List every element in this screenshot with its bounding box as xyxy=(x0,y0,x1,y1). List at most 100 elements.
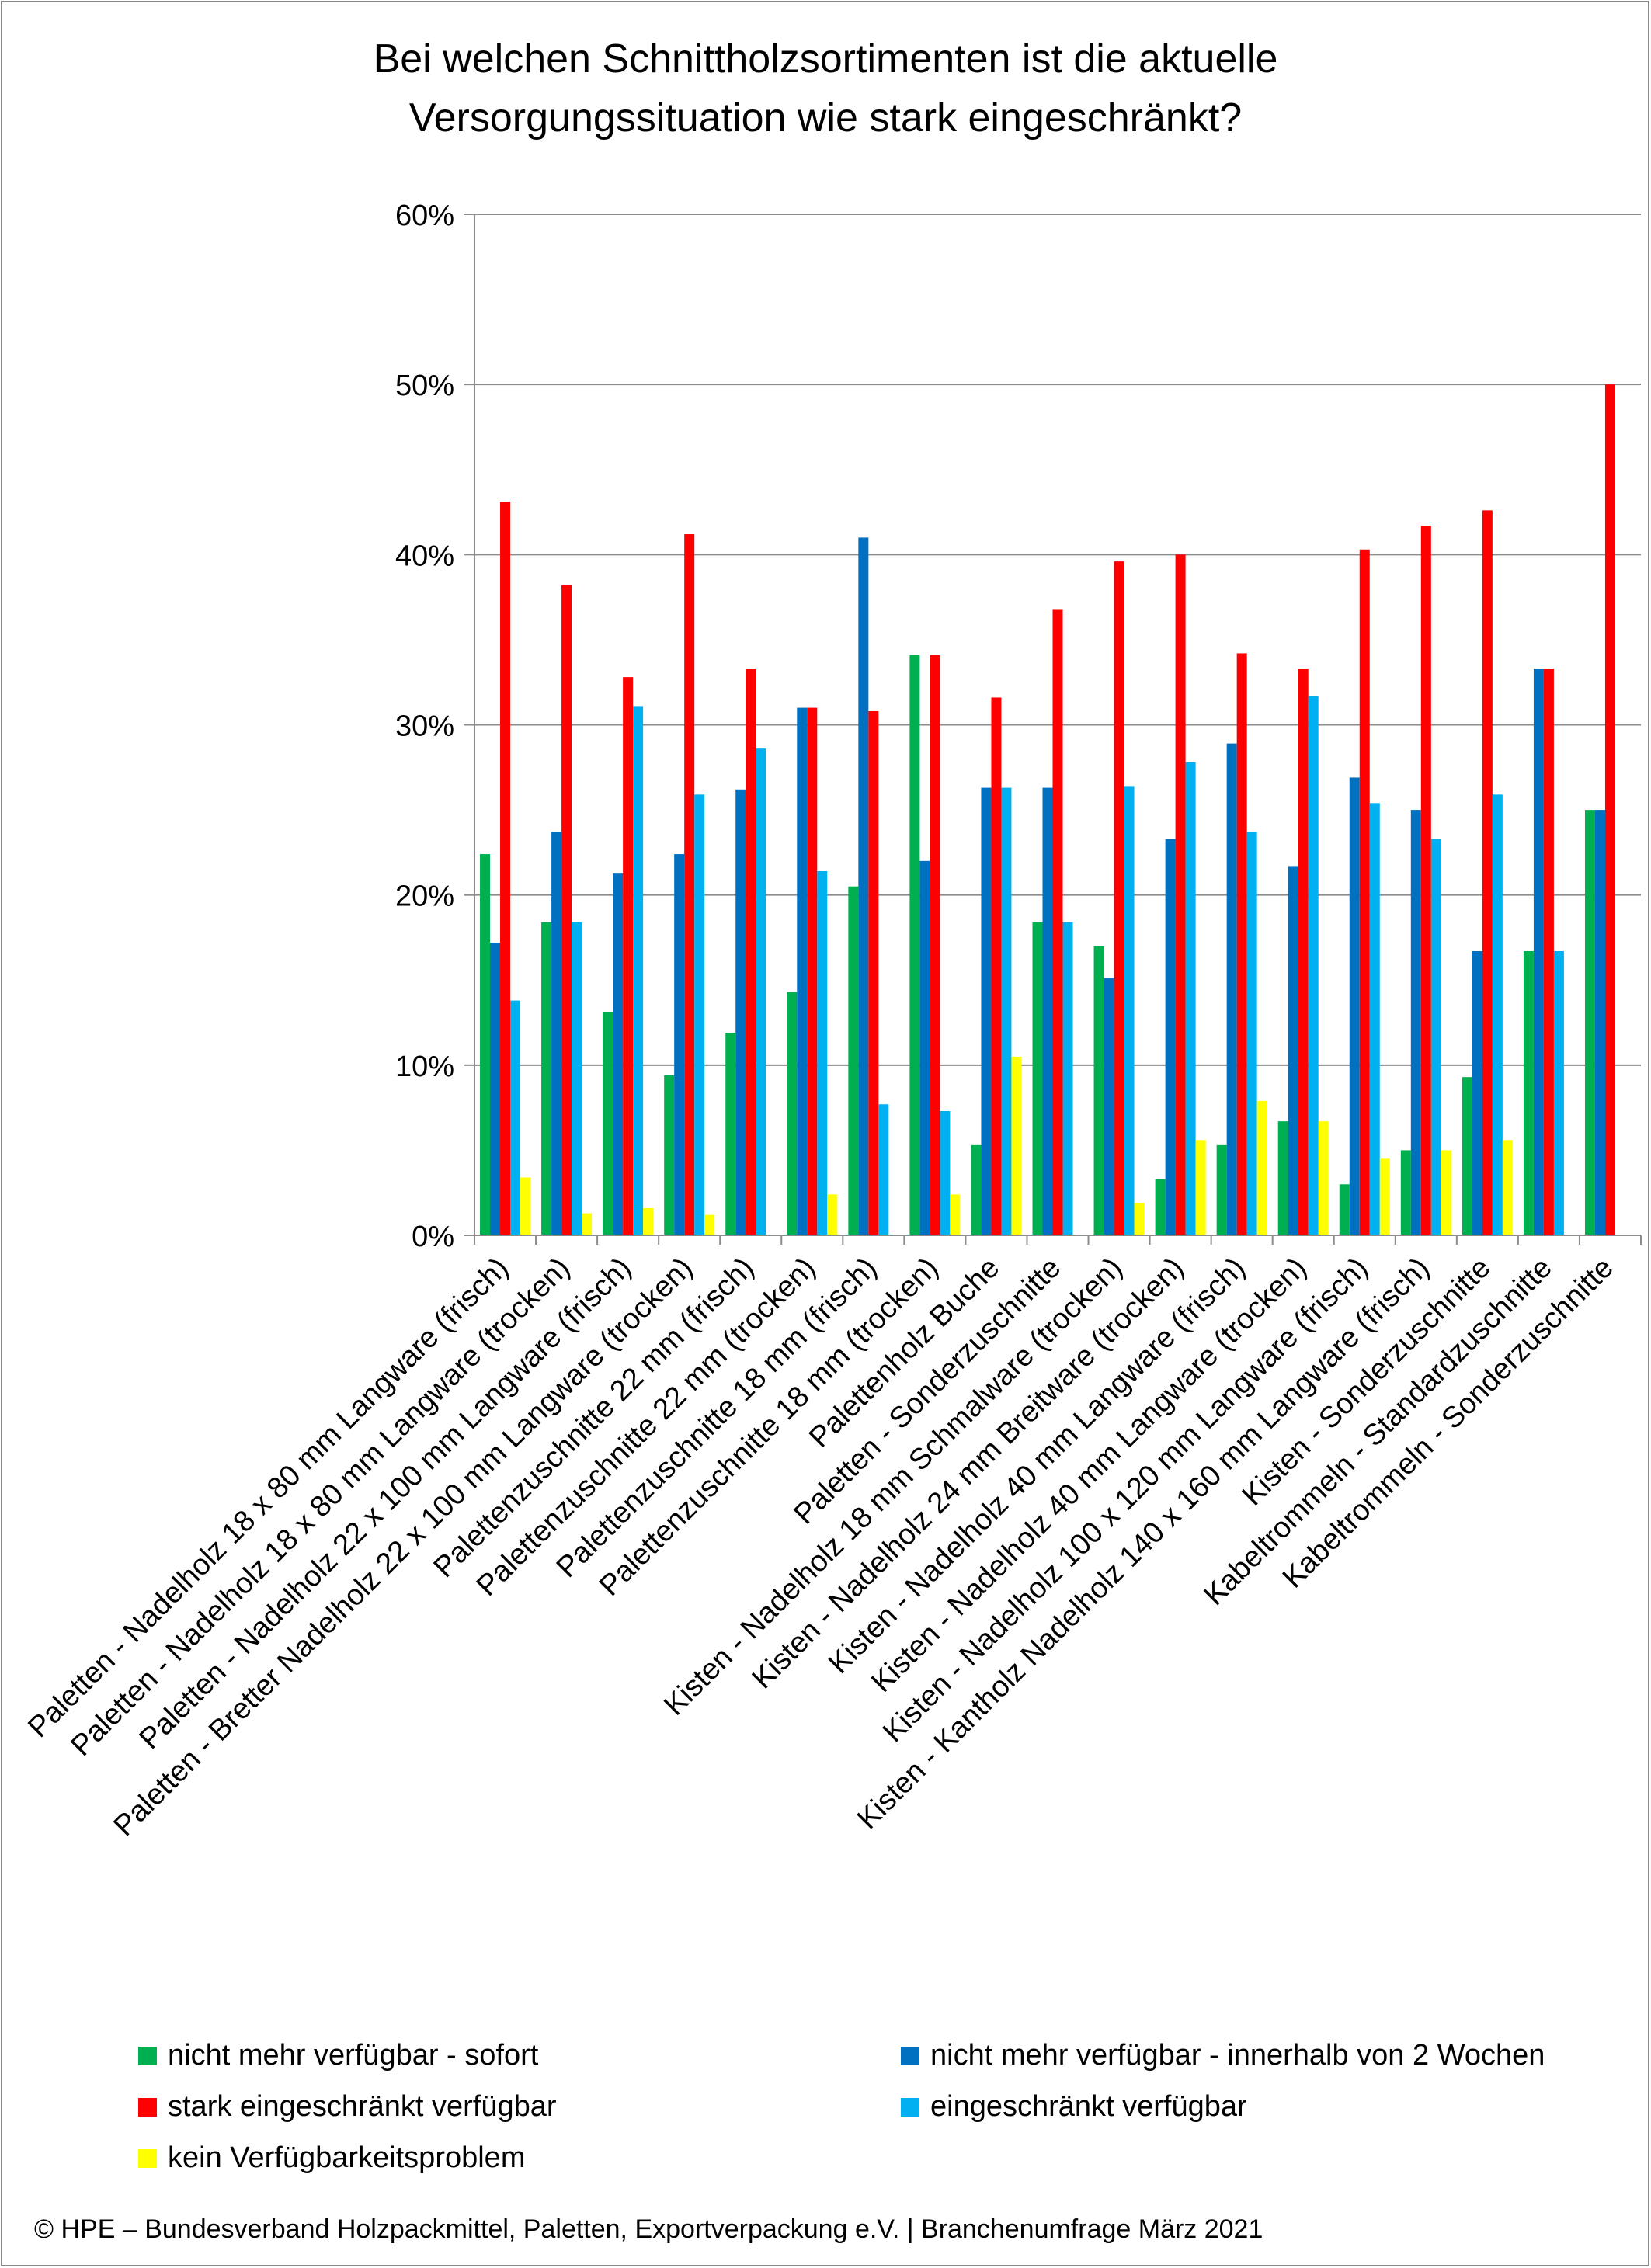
bar xyxy=(1155,1179,1166,1235)
bar xyxy=(981,787,992,1235)
bar xyxy=(807,707,818,1235)
bar xyxy=(510,1000,521,1235)
bar xyxy=(1604,384,1615,1236)
bar xyxy=(1124,786,1135,1235)
bar xyxy=(1256,1100,1267,1235)
bar xyxy=(1277,1121,1288,1235)
bar xyxy=(1093,946,1104,1235)
bar xyxy=(1236,653,1247,1235)
bar xyxy=(1410,810,1421,1235)
bar xyxy=(787,992,798,1235)
bar xyxy=(1379,1158,1390,1235)
bar xyxy=(827,1194,838,1235)
bar xyxy=(684,534,695,1235)
bar xyxy=(1492,794,1503,1235)
bar xyxy=(1553,950,1564,1235)
bar xyxy=(500,502,511,1235)
bar xyxy=(817,870,828,1235)
bar xyxy=(1502,1140,1513,1235)
bar xyxy=(1062,922,1073,1235)
y-tick-label: 40% xyxy=(395,540,454,572)
y-tick-label: 0% xyxy=(412,1221,454,1253)
bar xyxy=(1523,950,1534,1235)
bar xyxy=(1420,526,1431,1235)
bar xyxy=(1369,803,1380,1235)
bar xyxy=(1441,1150,1451,1235)
bar xyxy=(572,922,582,1235)
bar xyxy=(1594,810,1605,1235)
bar xyxy=(1359,549,1370,1235)
y-tick-label: 50% xyxy=(395,370,454,402)
bar xyxy=(868,710,879,1235)
y-tick-label: 60% xyxy=(395,200,454,232)
bar xyxy=(1298,669,1309,1235)
bar xyxy=(1472,950,1482,1235)
bar xyxy=(1308,696,1319,1235)
bar xyxy=(1134,1203,1145,1235)
bar xyxy=(1226,743,1237,1235)
bar xyxy=(930,655,940,1235)
bar xyxy=(950,1194,961,1235)
bar xyxy=(1175,554,1186,1235)
bar xyxy=(746,669,756,1235)
bar xyxy=(1349,777,1360,1235)
bar xyxy=(1042,787,1053,1235)
bar xyxy=(797,707,808,1235)
bar xyxy=(909,655,920,1235)
bar xyxy=(858,537,869,1235)
bar xyxy=(991,697,1002,1235)
bar xyxy=(480,854,491,1235)
chart-title-line-2: Versorgungssituation wie stark eingeschr… xyxy=(408,96,1243,141)
bar xyxy=(520,1177,531,1235)
bar xyxy=(664,1075,675,1235)
bar xyxy=(674,854,685,1235)
bar xyxy=(1430,839,1441,1235)
bar xyxy=(848,886,859,1235)
bar xyxy=(1011,1056,1022,1235)
bar xyxy=(1185,762,1196,1235)
bar xyxy=(1032,922,1043,1235)
footer-credit: © HPE – Bundesverband Holzpackmittel, Pa… xyxy=(34,2214,1263,2244)
bar xyxy=(940,1111,951,1235)
y-tick-label: 10% xyxy=(395,1051,454,1083)
bar xyxy=(1288,866,1298,1235)
chart-title-line-1: Bei welchen Schnittholzsortimenten ist d… xyxy=(373,36,1278,82)
bar xyxy=(623,677,634,1235)
chart-title: Bei welchen Schnittholzsortimenten ist d… xyxy=(0,30,1651,148)
bar xyxy=(1246,832,1257,1235)
bar xyxy=(613,873,624,1235)
bar xyxy=(1165,839,1176,1235)
bar xyxy=(1584,810,1595,1235)
bar xyxy=(633,706,644,1235)
bar xyxy=(1195,1140,1206,1235)
bar xyxy=(1339,1184,1350,1235)
bar xyxy=(541,922,552,1235)
bar xyxy=(725,1033,736,1235)
bar xyxy=(971,1144,982,1235)
bar xyxy=(735,789,746,1235)
bar xyxy=(878,1104,889,1235)
y-tick-label: 20% xyxy=(395,880,454,913)
bar xyxy=(1482,510,1493,1235)
bar xyxy=(1400,1150,1411,1235)
bar xyxy=(756,748,766,1235)
bar xyxy=(643,1207,654,1235)
bar xyxy=(603,1012,613,1235)
bar xyxy=(704,1214,715,1235)
bar xyxy=(1318,1121,1329,1235)
bar xyxy=(919,860,930,1235)
bar xyxy=(490,943,501,1235)
y-tick-label: 30% xyxy=(395,710,454,743)
bar xyxy=(582,1213,593,1235)
bar xyxy=(1052,609,1063,1235)
bar xyxy=(694,794,705,1235)
bar xyxy=(1114,561,1124,1235)
bar xyxy=(1543,669,1554,1235)
bar xyxy=(1001,787,1012,1235)
bar xyxy=(561,585,572,1235)
bar xyxy=(1216,1144,1227,1235)
bar xyxy=(1462,1077,1472,1235)
bar xyxy=(551,832,562,1235)
